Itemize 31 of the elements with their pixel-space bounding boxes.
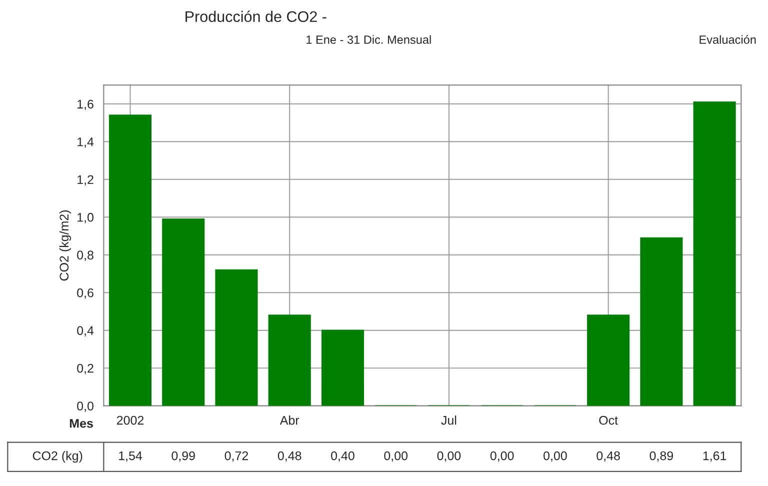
data-label: 0,40 <box>331 451 354 462</box>
y-tick-label: 0,0 <box>77 402 94 412</box>
y-tick-label: 0,6 <box>77 288 94 299</box>
x-axis-title: Mes <box>70 419 93 428</box>
data-label: 0,72 <box>224 451 248 462</box>
x-tick-label: Jul <box>441 416 456 425</box>
x-tick-label: Abr <box>280 416 300 425</box>
text: Evaluación <box>700 35 756 44</box>
y-axis-title: CO2 (kg/m2) <box>59 210 72 281</box>
y-tick-label: 0,8 <box>77 250 94 261</box>
y-tick-label: 0,2 <box>77 364 94 374</box>
y-tick-label: 1,2 <box>78 175 94 186</box>
x-tick-label: 2002 <box>116 416 144 425</box>
data-label: 0,00 <box>490 451 514 462</box>
text: CO2 (kg) <box>32 451 82 463</box>
data-label: 0,00 <box>544 451 567 462</box>
y-tick-label: 1,6 <box>78 100 94 110</box>
y-tick-label: 1,0 <box>78 212 94 224</box>
x-tick-label: Oct <box>599 416 618 425</box>
chart-subtitle: 1 Ene - 31 Dic. Mensual <box>306 35 431 44</box>
data-label: 0,89 <box>650 451 674 462</box>
data-label: 0,00 <box>384 451 408 462</box>
data-label: 1,61 <box>703 451 726 462</box>
chart-title: Producción de CO2 - <box>186 10 326 22</box>
data-label: 0,48 <box>596 451 620 462</box>
data-label: 0,99 <box>172 451 195 462</box>
data-label: 1,54 <box>119 451 142 462</box>
data-label: 0,00 <box>437 451 461 462</box>
y-tick-label: 0,4 <box>77 326 94 336</box>
y-tick-label: 1,4 <box>78 138 94 148</box>
data-label: 0,48 <box>278 451 302 462</box>
